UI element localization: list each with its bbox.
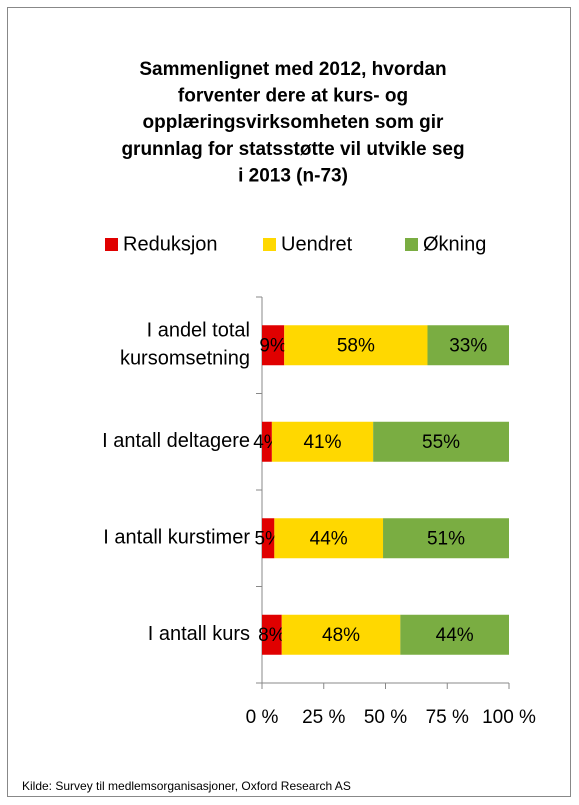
data-label: 8% [258,625,286,646]
bar-segment [262,614,282,655]
x-tick-label: 100 % [482,707,536,728]
data-label: 44% [310,528,348,549]
bar-segment [427,325,509,366]
x-tick-label: 25 % [302,707,345,728]
data-label: 44% [436,625,474,646]
data-label: 9% [259,335,287,356]
bar-segment [262,518,275,559]
bar-segment [373,421,509,462]
bar-segment [400,614,509,655]
data-label: 48% [322,625,360,646]
source-note: Kilde: Survey til medlemsorganisasjoner,… [22,779,351,793]
bar-segment [383,518,509,559]
bar-segment [274,518,384,559]
bar-segment [281,614,401,655]
data-label: 58% [337,335,375,356]
legend-label: Økning [423,233,486,255]
legend-label: Uendret [281,233,353,255]
x-tick-label: 50 % [364,707,407,728]
bar-segment [284,325,428,366]
data-label: 55% [422,432,460,453]
legend-swatch [263,238,276,251]
category-label: I antall kurs [148,623,250,645]
chart-title: Sammenlignet med 2012, hvordan forventer … [121,59,464,186]
x-tick-label: 75 % [426,707,469,728]
bar-segment [271,421,374,462]
category-label: I antall deltagere [102,430,250,452]
bar-segment [262,421,272,462]
data-label: 33% [449,335,487,356]
legend-swatch [105,238,118,251]
data-label: 51% [427,528,465,549]
legend-swatch [405,238,418,251]
chart-border [7,7,571,797]
category-label: I antall kurstimer [103,527,250,549]
category-label: I andel total kursomsetning [120,320,250,370]
x-tick-label: 0 % [246,707,279,728]
data-label: 41% [303,432,341,453]
bar-segment [262,325,285,366]
legend-label: Reduksjon [123,233,218,255]
